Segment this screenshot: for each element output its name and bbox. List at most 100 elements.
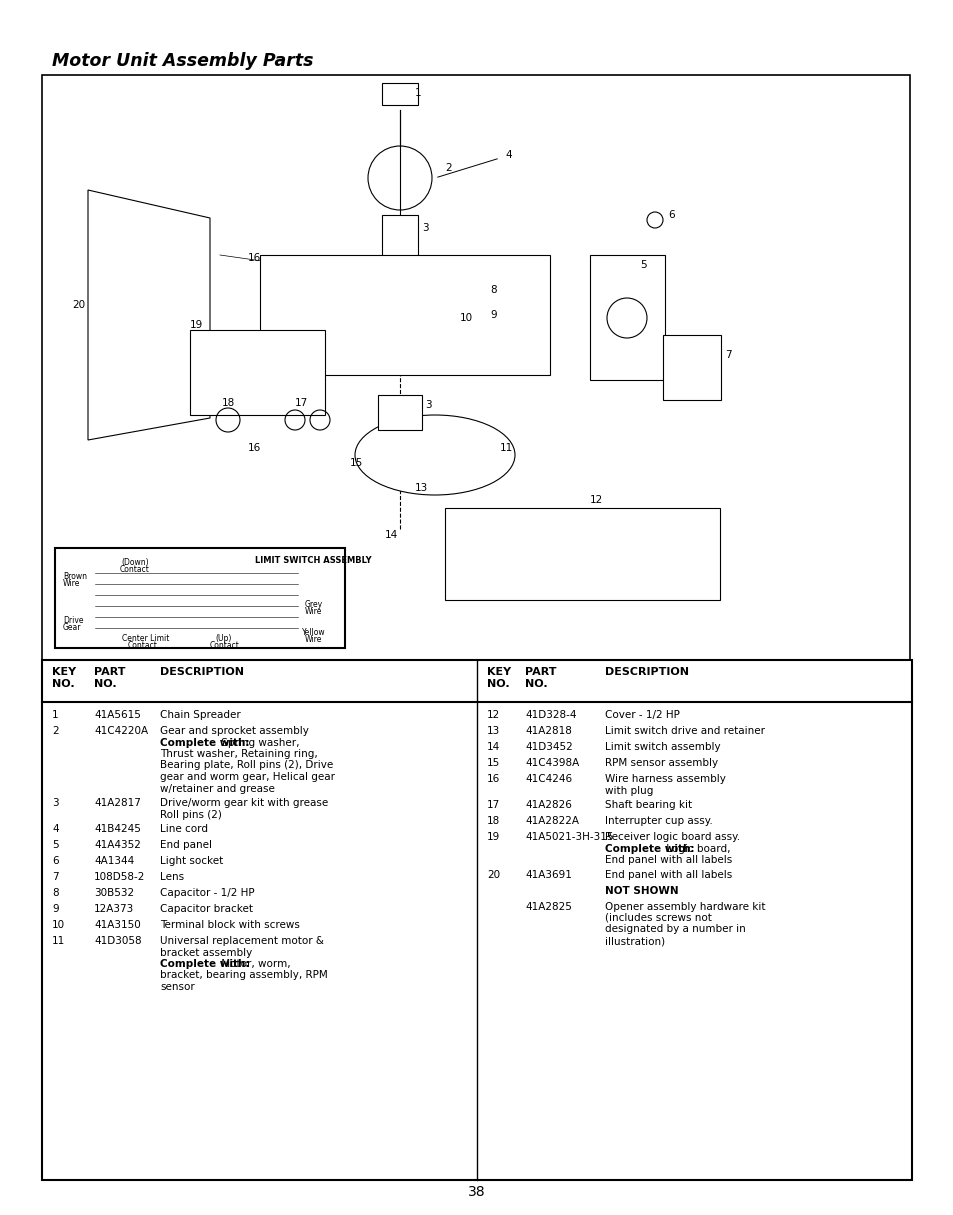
Text: 41A2822A: 41A2822A [524, 816, 578, 826]
Text: Cover - 1/2 HP: Cover - 1/2 HP [604, 710, 679, 720]
Text: Gear and sprocket assembly: Gear and sprocket assembly [160, 727, 309, 736]
Text: 12: 12 [486, 710, 499, 720]
Text: NOT SHOWN: NOT SHOWN [604, 886, 678, 895]
Text: 3: 3 [424, 400, 431, 409]
Text: 38: 38 [468, 1185, 485, 1199]
Text: 8: 8 [490, 286, 497, 295]
Text: 41C4246: 41C4246 [524, 774, 572, 784]
Text: Light socket: Light socket [160, 857, 223, 866]
Bar [42, 660, 911, 1180]
Text: (Down): (Down) [121, 558, 149, 567]
Text: Complete with:: Complete with: [604, 843, 694, 853]
Text: 16: 16 [486, 774, 499, 784]
Text: Brown: Brown [63, 572, 87, 581]
Text: Wire: Wire [305, 608, 322, 616]
Text: Gear: Gear [63, 623, 81, 632]
Text: DESCRIPTION: DESCRIPTION [160, 667, 244, 677]
Text: 41A5021-3H-315: 41A5021-3H-315 [524, 832, 613, 842]
Text: Shaft bearing kit: Shaft bearing kit [604, 799, 691, 810]
Ellipse shape [355, 416, 515, 495]
Text: Complete with:: Complete with: [160, 738, 250, 747]
Text: DESCRIPTION: DESCRIPTION [604, 667, 688, 677]
Text: 7: 7 [724, 350, 731, 360]
Text: Spring washer,: Spring washer, [218, 738, 299, 747]
Text: Drive: Drive [63, 616, 84, 625]
Text: 9: 9 [52, 904, 58, 914]
Text: 41A2825: 41A2825 [524, 902, 571, 911]
Text: 18: 18 [222, 399, 235, 408]
Text: Wire: Wire [63, 580, 80, 588]
Text: 1: 1 [52, 710, 58, 720]
Bar [381, 83, 417, 104]
Text: KEY
NO.: KEY NO. [52, 667, 76, 689]
Bar [42, 75, 909, 660]
Bar [381, 215, 417, 260]
Text: 3: 3 [52, 798, 58, 808]
Text: End panel with all labels: End panel with all labels [604, 870, 732, 880]
Text: Receiver logic board assy.: Receiver logic board assy. [604, 832, 740, 842]
Text: KEY
NO.: KEY NO. [486, 667, 511, 689]
Text: Contact: Contact [128, 642, 157, 650]
Text: 1: 1 [415, 87, 421, 98]
Text: 12A373: 12A373 [94, 904, 134, 914]
Text: 13: 13 [415, 484, 428, 493]
Bar [190, 330, 325, 416]
Text: 14: 14 [385, 530, 397, 539]
Text: Wire harness assembly: Wire harness assembly [604, 774, 725, 784]
Text: 30B532: 30B532 [94, 888, 134, 898]
Text: 5: 5 [639, 260, 646, 270]
Text: Capacitor - 1/2 HP: Capacitor - 1/2 HP [160, 888, 254, 898]
Text: Terminal block with screws: Terminal block with screws [160, 920, 299, 929]
Text: 7: 7 [52, 872, 58, 882]
Text: Limit switch drive and retainer: Limit switch drive and retainer [604, 727, 764, 736]
Text: Wire: Wire [305, 635, 322, 644]
Text: Roll pins (2): Roll pins (2) [160, 809, 222, 819]
Text: 2: 2 [52, 727, 58, 736]
Text: Interrupter cup assy.: Interrupter cup assy. [604, 816, 712, 826]
Text: sensor: sensor [160, 982, 194, 991]
Text: RPM sensor assembly: RPM sensor assembly [604, 758, 718, 768]
Text: 15: 15 [350, 458, 363, 468]
Text: Complete with:: Complete with: [160, 959, 250, 970]
Text: 19: 19 [486, 832, 499, 842]
Text: Contact: Contact [120, 565, 150, 573]
Text: 41A2817: 41A2817 [94, 798, 141, 808]
Text: 41D3452: 41D3452 [524, 742, 572, 752]
Text: 41A2818: 41A2818 [524, 727, 571, 736]
Text: PART
NO.: PART NO. [94, 667, 126, 689]
Text: 15: 15 [486, 758, 499, 768]
Text: 41A4352: 41A4352 [94, 840, 141, 850]
Text: 18: 18 [486, 816, 499, 826]
Text: 41A5615: 41A5615 [94, 710, 141, 720]
Text: 41D328-4: 41D328-4 [524, 710, 576, 720]
Text: 19: 19 [190, 320, 203, 330]
Text: 14: 14 [486, 742, 499, 752]
Text: 16: 16 [248, 443, 261, 453]
Text: 9: 9 [490, 310, 497, 320]
Text: End panel with all labels: End panel with all labels [604, 855, 732, 865]
Text: 11: 11 [52, 936, 65, 946]
Text: 6: 6 [667, 210, 674, 220]
Text: Contact: Contact [210, 642, 239, 650]
Text: 16: 16 [248, 253, 261, 262]
Text: 41A2826: 41A2826 [524, 799, 571, 810]
Text: (includes screws not: (includes screws not [604, 912, 711, 923]
Text: 12: 12 [589, 495, 602, 505]
Text: Bearing plate, Roll pins (2), Drive: Bearing plate, Roll pins (2), Drive [160, 761, 333, 770]
Text: bracket, bearing assembly, RPM: bracket, bearing assembly, RPM [160, 971, 328, 981]
Text: 6: 6 [52, 857, 58, 866]
Bar [589, 255, 664, 380]
Text: 41D3058: 41D3058 [94, 936, 141, 946]
Text: 10: 10 [459, 313, 473, 323]
Text: Logic board,: Logic board, [662, 843, 730, 853]
Text: gear and worm gear, Helical gear: gear and worm gear, Helical gear [160, 772, 335, 782]
Text: Yellow: Yellow [302, 628, 325, 637]
Bar [260, 255, 550, 375]
Text: Universal replacement motor &: Universal replacement motor & [160, 936, 324, 946]
Text: 41C4220A: 41C4220A [94, 727, 148, 736]
Text: 108D58-2: 108D58-2 [94, 872, 145, 882]
Text: 5: 5 [52, 840, 58, 850]
Text: w/retainer and grease: w/retainer and grease [160, 784, 274, 793]
Text: 8: 8 [52, 888, 58, 898]
Text: 41B4245: 41B4245 [94, 824, 141, 833]
